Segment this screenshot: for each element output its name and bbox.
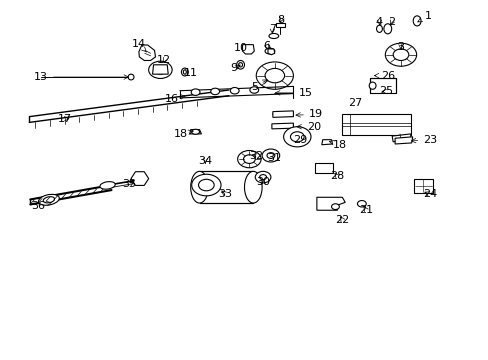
- Text: 28: 28: [329, 171, 344, 181]
- Circle shape: [237, 150, 261, 168]
- Text: 36: 36: [31, 201, 51, 211]
- Text: 32: 32: [249, 151, 263, 161]
- Circle shape: [255, 171, 270, 183]
- Text: 4: 4: [375, 17, 382, 27]
- Ellipse shape: [39, 194, 59, 205]
- Ellipse shape: [268, 33, 278, 39]
- Text: 12: 12: [157, 55, 171, 66]
- Circle shape: [256, 62, 293, 89]
- Text: 6: 6: [263, 41, 270, 51]
- Text: 7: 7: [268, 24, 275, 34]
- Text: 29: 29: [292, 135, 307, 145]
- Text: 18: 18: [329, 140, 346, 150]
- Circle shape: [249, 87, 258, 93]
- Text: 31: 31: [266, 153, 280, 163]
- Bar: [413, 179, 432, 193]
- Ellipse shape: [191, 129, 199, 134]
- Polygon shape: [272, 111, 293, 117]
- Ellipse shape: [264, 48, 274, 54]
- Ellipse shape: [412, 16, 420, 26]
- Circle shape: [230, 87, 239, 94]
- Text: 17: 17: [58, 114, 71, 124]
- Text: 21: 21: [358, 204, 372, 215]
- Bar: [314, 163, 333, 173]
- Ellipse shape: [383, 24, 391, 34]
- Text: 22: 22: [334, 215, 349, 225]
- Polygon shape: [394, 137, 412, 144]
- Text: 16: 16: [165, 94, 185, 104]
- Text: 3: 3: [397, 42, 404, 52]
- Circle shape: [148, 61, 172, 78]
- Polygon shape: [316, 197, 345, 210]
- Polygon shape: [189, 130, 201, 134]
- Polygon shape: [242, 45, 254, 54]
- Text: 35: 35: [122, 179, 136, 189]
- Circle shape: [191, 89, 200, 95]
- Ellipse shape: [190, 171, 208, 203]
- Circle shape: [210, 88, 219, 95]
- Circle shape: [290, 132, 304, 142]
- Text: 25: 25: [379, 86, 392, 96]
- Ellipse shape: [100, 181, 115, 189]
- Text: 5: 5: [250, 80, 267, 92]
- Text: 8: 8: [277, 15, 284, 25]
- Text: 18: 18: [174, 129, 193, 139]
- Text: 14: 14: [132, 39, 146, 52]
- Circle shape: [154, 66, 166, 74]
- Ellipse shape: [128, 74, 134, 80]
- Polygon shape: [271, 123, 293, 129]
- Circle shape: [259, 175, 266, 180]
- Circle shape: [198, 179, 214, 191]
- Polygon shape: [152, 65, 168, 74]
- Polygon shape: [321, 140, 332, 145]
- Circle shape: [262, 149, 279, 162]
- Circle shape: [266, 153, 274, 158]
- Ellipse shape: [181, 68, 188, 76]
- Text: 20: 20: [296, 122, 320, 132]
- Text: 15: 15: [275, 88, 312, 98]
- Ellipse shape: [43, 197, 55, 203]
- Ellipse shape: [238, 63, 242, 67]
- Text: 1: 1: [417, 11, 430, 22]
- Text: 2: 2: [388, 17, 395, 27]
- Text: 19: 19: [295, 109, 322, 120]
- Ellipse shape: [376, 25, 382, 32]
- Text: 33: 33: [218, 189, 231, 199]
- Ellipse shape: [236, 60, 244, 69]
- Text: 27: 27: [347, 98, 362, 108]
- Text: 26: 26: [374, 71, 394, 81]
- Text: 11: 11: [183, 68, 197, 78]
- Circle shape: [191, 174, 221, 196]
- Polygon shape: [131, 172, 148, 185]
- Polygon shape: [267, 49, 274, 55]
- Text: 23: 23: [410, 135, 436, 145]
- Text: 24: 24: [422, 189, 437, 199]
- Circle shape: [385, 43, 416, 66]
- Circle shape: [243, 155, 255, 163]
- Text: 13: 13: [34, 72, 128, 82]
- Circle shape: [392, 49, 408, 60]
- Bar: [369, 78, 395, 93]
- Text: 34: 34: [198, 156, 212, 166]
- Ellipse shape: [183, 70, 186, 74]
- Polygon shape: [391, 134, 410, 142]
- Ellipse shape: [368, 82, 375, 89]
- Text: 9: 9: [230, 63, 240, 73]
- Circle shape: [357, 201, 366, 207]
- Polygon shape: [342, 114, 410, 135]
- Bar: [199, 171, 253, 203]
- Ellipse shape: [244, 171, 262, 203]
- Circle shape: [283, 127, 310, 147]
- Polygon shape: [139, 45, 155, 60]
- Circle shape: [264, 68, 284, 83]
- Text: 30: 30: [256, 177, 269, 187]
- Text: 10: 10: [233, 43, 247, 53]
- Circle shape: [331, 204, 339, 210]
- Bar: [275, 23, 284, 27]
